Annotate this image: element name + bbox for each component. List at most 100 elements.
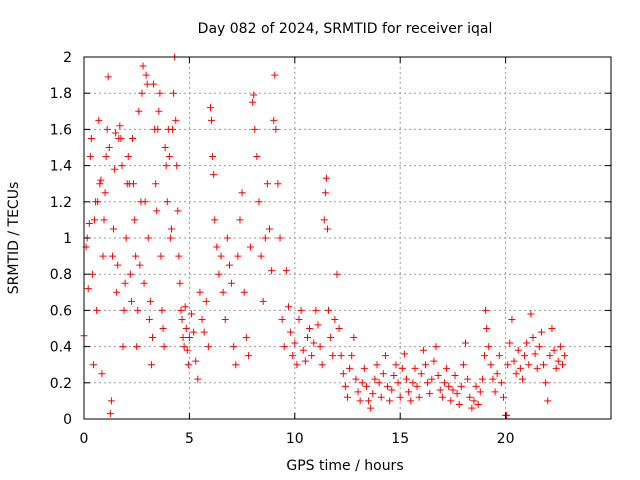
data-point [200, 328, 208, 336]
data-point [381, 352, 389, 360]
data-point [249, 98, 257, 106]
data-point [388, 386, 396, 394]
data-point [159, 325, 167, 332]
y-tick-label: 0.8 [50, 267, 72, 283]
data-point [270, 116, 278, 124]
data-point [244, 352, 252, 360]
data-point [400, 350, 408, 358]
data-point [228, 279, 236, 287]
data-point [451, 372, 459, 380]
data-point [160, 343, 168, 351]
data-point [346, 364, 354, 372]
data-point [174, 207, 182, 215]
data-point [206, 104, 214, 112]
data-point [86, 153, 94, 161]
data-point [358, 379, 366, 387]
data-point [250, 91, 258, 99]
data-point [111, 165, 119, 173]
data-point [139, 62, 147, 70]
data-point [542, 379, 550, 387]
data-point [322, 174, 330, 182]
data-point [295, 315, 303, 323]
data-point [184, 361, 192, 369]
data-point [544, 397, 552, 405]
y-tick-label: 1.2 [50, 195, 72, 211]
data-point [170, 89, 178, 97]
data-point [217, 252, 225, 260]
data-point [182, 325, 190, 332]
data-point [392, 361, 400, 369]
data-point [445, 382, 453, 390]
data-point [118, 162, 126, 170]
data-point [525, 361, 533, 369]
data-point [149, 334, 157, 342]
data-point [167, 225, 175, 233]
data-point [331, 315, 339, 323]
data-point [93, 306, 101, 314]
data-point [153, 207, 161, 215]
data-point [386, 397, 394, 405]
data-point [236, 216, 244, 224]
x-axis-ticks: 0 5 10 15 20 [80, 57, 515, 447]
data-point [112, 129, 120, 137]
data-point [377, 393, 385, 401]
data-point [482, 306, 490, 314]
data-point [413, 382, 421, 390]
data-point [247, 243, 255, 251]
data-point [126, 270, 134, 278]
data-point [375, 379, 383, 387]
data-point [88, 270, 96, 278]
data-point [310, 339, 318, 347]
data-point [89, 361, 97, 369]
data-point [192, 357, 200, 365]
data-point [234, 252, 242, 260]
y-tick-label: 1.4 [50, 159, 72, 175]
data-point [268, 267, 276, 275]
data-point [188, 310, 196, 318]
data-point [185, 334, 193, 342]
data-point [306, 325, 314, 332]
data-point [96, 180, 104, 188]
data-point [394, 379, 402, 387]
data-point [87, 134, 95, 142]
data-point [472, 382, 480, 390]
data-point [362, 382, 370, 390]
data-point [447, 397, 455, 405]
data-point [183, 346, 191, 354]
data-point [419, 346, 427, 354]
data-point [464, 375, 472, 383]
data-point [130, 180, 138, 188]
data-point [232, 361, 240, 369]
data-point [266, 225, 274, 233]
data-point [158, 306, 166, 314]
data-point [476, 388, 484, 396]
data-point [424, 379, 432, 387]
data-point [321, 189, 329, 197]
data-point [169, 125, 177, 133]
data-point [335, 325, 343, 332]
data-point [308, 352, 316, 360]
data-point [550, 346, 558, 354]
data-point [101, 189, 109, 197]
data-point [106, 410, 114, 418]
data-point [436, 386, 444, 394]
data-point [114, 261, 122, 269]
data-point [163, 198, 171, 206]
data-point [255, 198, 263, 206]
data-point [162, 162, 170, 170]
data-point [147, 361, 155, 369]
y-tick-label: 0 [63, 412, 72, 428]
data-point [120, 306, 128, 314]
data-point [276, 234, 284, 242]
data-point [432, 343, 440, 351]
data-point [97, 176, 105, 184]
data-point [556, 343, 564, 351]
data-point [108, 252, 116, 260]
data-point [282, 267, 290, 275]
data-point [449, 386, 457, 394]
data-point [403, 375, 411, 383]
data-point [316, 343, 324, 351]
y-tick-label: 0.4 [50, 340, 72, 356]
